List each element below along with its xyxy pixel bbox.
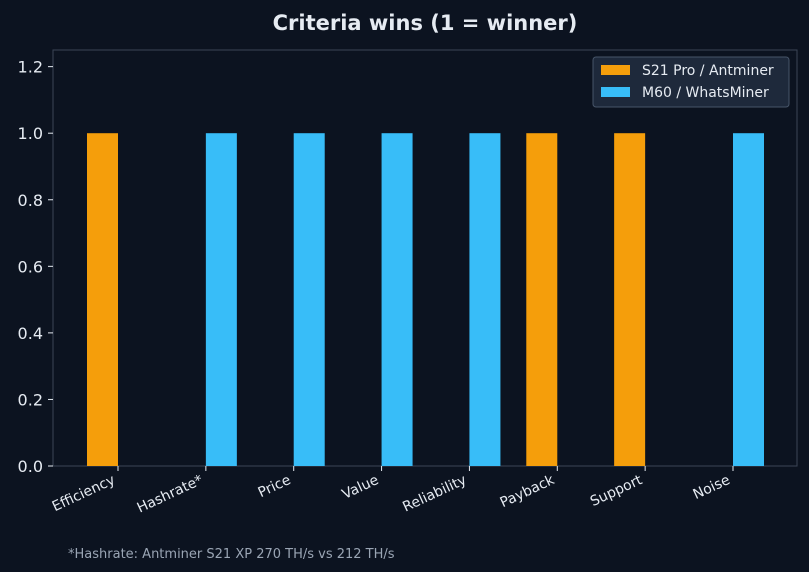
bars-group	[87, 133, 764, 466]
legend-swatch-m60	[601, 87, 630, 97]
bar-value-m60-whatsminer	[381, 133, 413, 466]
chart-title: Criteria wins (1 = winner)	[273, 11, 578, 35]
y-tick-label: 1.2	[18, 58, 43, 77]
x-tick-label-payback: Payback	[498, 472, 558, 511]
y-axis: 0.0 0.2 0.4 0.6 0.8 1.0 1.2	[18, 58, 53, 476]
y-tick-label: 0.4	[18, 324, 43, 343]
bar-payback-s21-pro-antminer	[526, 133, 558, 466]
x-tick-label-hashrate: Hashrate*	[135, 472, 206, 516]
x-tick-label-value: Value	[340, 472, 382, 503]
bar-efficiency-s21-pro-antminer	[87, 133, 118, 466]
x-tick-label-reliability: Reliability	[400, 472, 469, 515]
plot-area	[52, 49, 798, 467]
legend-box	[592, 56, 790, 108]
legend-label-s21-pro: S21 Pro / Antminer	[642, 63, 774, 79]
x-tick-label-support: Support	[588, 472, 645, 510]
x-tick-label-noise: Noise	[691, 472, 733, 503]
legend-label-m60: M60 / WhatsMiner	[642, 85, 769, 101]
bar-support-s21-pro-antminer	[614, 133, 646, 466]
bar-reliability-m60-whatsminer	[469, 133, 501, 466]
bar-hashrate-m60-whatsminer	[205, 133, 237, 466]
x-tick-label-efficiency: Efficiency	[50, 472, 118, 515]
y-tick-label: 0.8	[18, 191, 43, 210]
y-tick-label: 0.6	[18, 257, 43, 276]
legend: S21 Pro / Antminer M60 / WhatsMiner	[592, 56, 790, 108]
bar-noise-m60-whatsminer	[733, 133, 764, 466]
y-tick-label: 0.2	[18, 390, 43, 409]
legend-swatch-s21-pro	[601, 65, 630, 75]
footnote: *Hashrate: Antminer S21 XP 270 TH/s vs 2…	[68, 547, 395, 562]
y-tick-label: 0.0	[18, 457, 43, 476]
x-tick-label-price: Price	[256, 472, 294, 501]
y-tick-label: 1.0	[18, 124, 43, 143]
x-axis: Efficiency Hashrate* Price Value Reliability…	[50, 466, 734, 517]
bar-price-m60-whatsminer	[293, 133, 325, 466]
